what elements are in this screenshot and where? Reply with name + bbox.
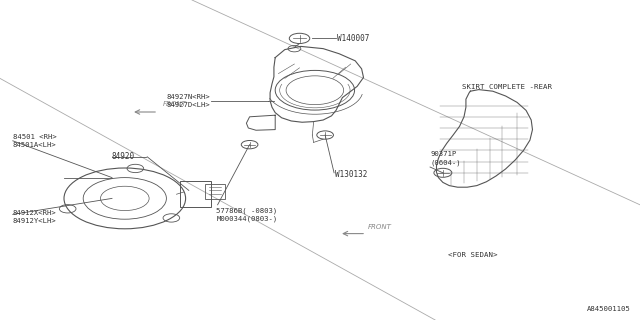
Text: FRONT: FRONT (163, 101, 187, 107)
Text: 90371P
(0604-): 90371P (0604-) (430, 151, 461, 166)
Text: <FOR SEDAN>: <FOR SEDAN> (448, 252, 497, 258)
Text: W130132: W130132 (335, 170, 368, 179)
Text: 57786B( -0803)
M000344(0803-): 57786B( -0803) M000344(0803-) (216, 207, 278, 222)
Text: W140007: W140007 (337, 34, 370, 43)
Text: FRONT: FRONT (368, 224, 392, 230)
Text: SKIRT COMPLETE -REAR: SKIRT COMPLETE -REAR (462, 84, 552, 90)
Text: 84912X<RH>
84912Y<LH>: 84912X<RH> 84912Y<LH> (13, 210, 56, 224)
Text: A845001105: A845001105 (587, 306, 630, 312)
Text: 84501 <RH>
84501A<LH>: 84501 <RH> 84501A<LH> (13, 134, 56, 148)
Text: 84920: 84920 (112, 152, 135, 161)
Text: 84927N<RH>
84927D<LH>: 84927N<RH> 84927D<LH> (166, 94, 210, 108)
